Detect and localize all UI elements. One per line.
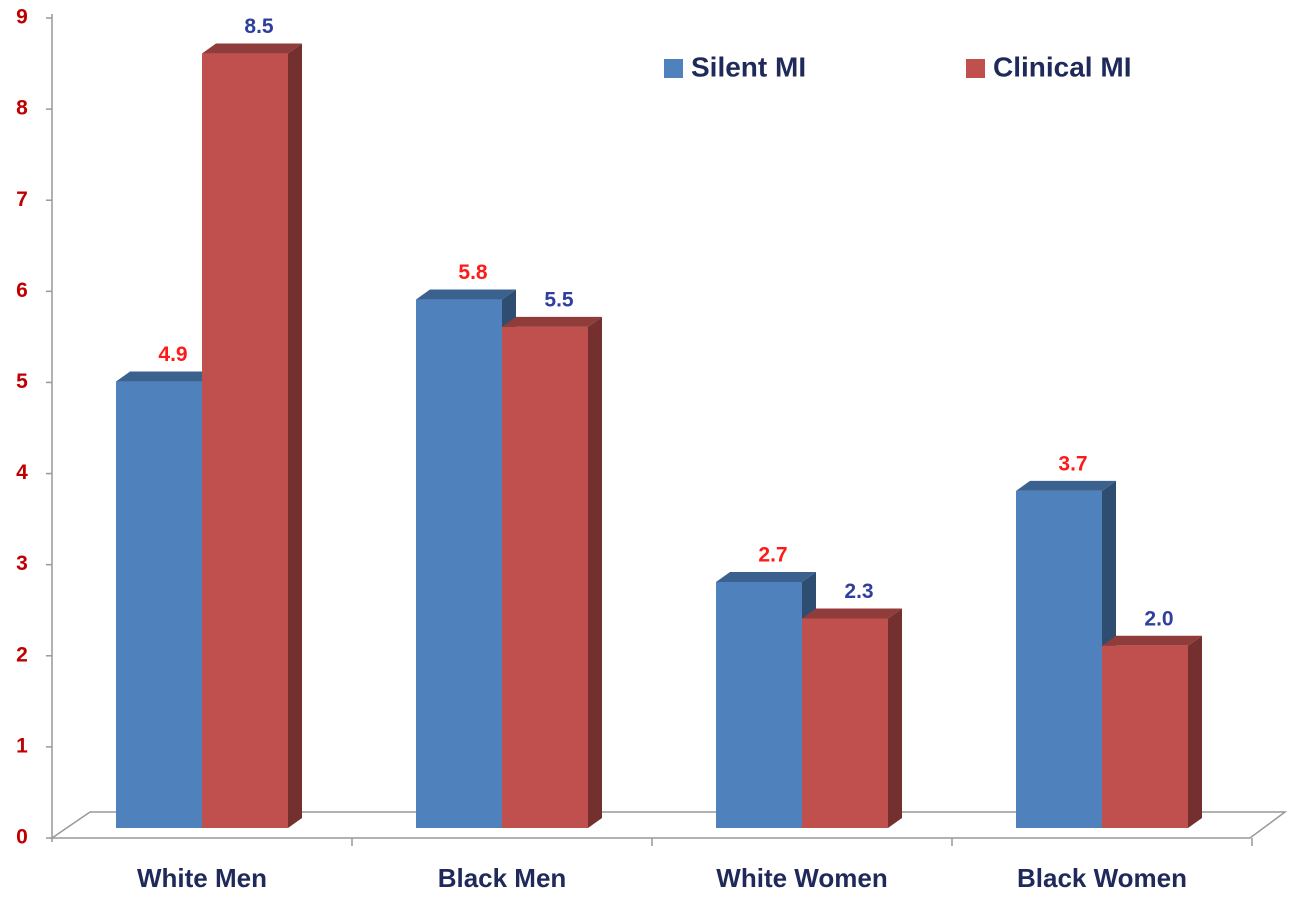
y-tick-label: 5 bbox=[16, 370, 28, 393]
bar bbox=[802, 618, 888, 828]
bar bbox=[502, 326, 588, 828]
x-tick-label: White Men bbox=[137, 863, 267, 893]
bar-top bbox=[202, 43, 302, 54]
bar-side bbox=[1188, 635, 1202, 828]
y-tick-label: 0 bbox=[16, 826, 28, 849]
y-tick-label: 8 bbox=[16, 97, 28, 120]
value-label: 3.7 bbox=[1058, 452, 1087, 475]
y-tick-label: 4 bbox=[16, 461, 28, 484]
bar-side bbox=[288, 43, 302, 829]
value-label: 2.0 bbox=[1144, 607, 1173, 630]
value-label: 4.9 bbox=[158, 343, 187, 366]
bar-top bbox=[1102, 635, 1202, 646]
bar-side bbox=[888, 608, 902, 828]
bar bbox=[716, 582, 802, 828]
y-tick-label: 2 bbox=[16, 643, 28, 666]
bar bbox=[416, 299, 502, 828]
bar-top bbox=[502, 316, 602, 327]
legend-swatch bbox=[966, 59, 985, 78]
bar bbox=[202, 53, 288, 829]
bar-top bbox=[802, 608, 902, 619]
bar-side bbox=[588, 316, 602, 828]
value-label: 5.5 bbox=[544, 288, 574, 311]
bar bbox=[1016, 490, 1102, 828]
x-tick-label: Black Women bbox=[1017, 863, 1187, 893]
y-tick-label: 6 bbox=[16, 279, 28, 302]
y-tick-label: 1 bbox=[16, 734, 28, 757]
value-label: 8.5 bbox=[244, 15, 274, 38]
bar-top bbox=[416, 289, 516, 300]
x-tick-label: Black Men bbox=[438, 863, 567, 893]
value-label: 2.3 bbox=[844, 580, 873, 603]
legend-swatch bbox=[664, 59, 683, 78]
y-tick-label: 9 bbox=[16, 6, 28, 29]
legend-label: Silent MI bbox=[691, 51, 806, 82]
y-tick-label: 7 bbox=[16, 188, 28, 211]
floor bbox=[49, 811, 1288, 839]
bar bbox=[116, 381, 202, 828]
bar-top bbox=[116, 371, 216, 382]
y-tick-label: 3 bbox=[16, 552, 28, 575]
value-label: 2.7 bbox=[758, 544, 787, 567]
bar-top bbox=[1016, 480, 1116, 491]
bar-top bbox=[716, 572, 816, 582]
legend-label: Clinical MI bbox=[993, 51, 1131, 82]
value-label: 5.8 bbox=[458, 261, 488, 284]
x-tick-label: White Women bbox=[716, 863, 887, 893]
bar bbox=[1102, 645, 1188, 828]
